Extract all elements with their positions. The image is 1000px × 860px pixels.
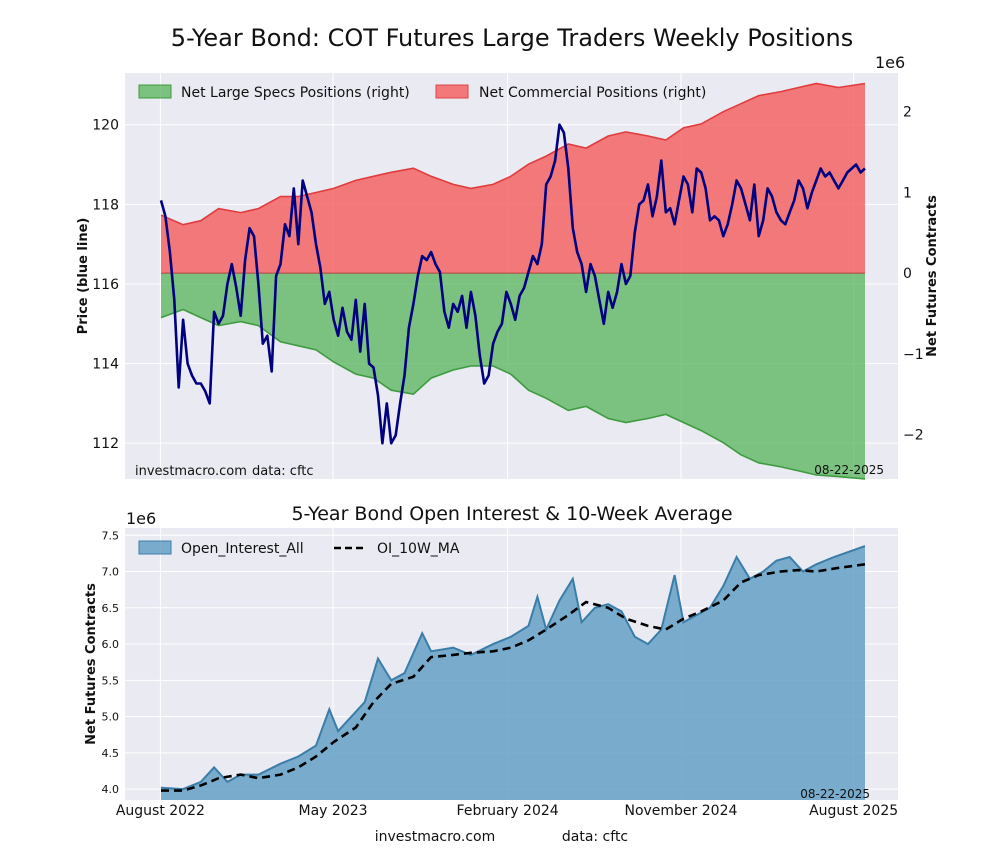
legend-swatch-commercial xyxy=(435,84,469,99)
price-tick-label: 116 xyxy=(92,277,119,293)
date-tick-label: February 2024 xyxy=(457,803,559,819)
open-interest-title: 5-Year Bond Open Interest & 10-Week Aver… xyxy=(291,503,732,525)
legend-label-moving-average: OI_10W_MA xyxy=(377,541,460,557)
date-tick-label: August 2022 xyxy=(116,803,205,819)
open-interest-tick-label: 7.0 xyxy=(102,566,120,579)
price-tick-label: 118 xyxy=(92,197,119,213)
moving-average-layer xyxy=(161,563,866,792)
price-axis-label: Price (blue line) xyxy=(76,218,91,335)
positions-tick-label: 0 xyxy=(903,266,912,282)
positions-legend: Net Large Specs Positions (right) Net Co… xyxy=(138,84,706,101)
open-interest-area xyxy=(161,546,865,800)
chart-title: 5-Year Bond: COT Futures Large Traders W… xyxy=(171,24,853,52)
credit-data-top: data: cftc xyxy=(252,464,314,479)
open-interest-edge xyxy=(160,545,866,791)
open-interest-scale-label: 1e6 xyxy=(126,509,156,528)
open-interest-tick-label: 4.0 xyxy=(102,783,120,796)
date-tick-label: August 2025 xyxy=(809,803,898,819)
open-interest-legend: Open_Interest_All OI_10W_MA xyxy=(138,540,460,557)
positions-tick-label: −1 xyxy=(903,347,924,363)
moving-average-line xyxy=(161,563,866,792)
open-interest-tick-label: 7.5 xyxy=(102,529,120,542)
legend-swatch-open-interest xyxy=(138,540,172,555)
price-tick-label: 112 xyxy=(92,436,119,452)
credit-site-bottom: investmacro.com xyxy=(375,829,495,845)
open-interest-tick-label: 5.0 xyxy=(102,711,120,724)
open-interest-axis-ticks: 4.0 4.5 5.0 5.5 6.0 6.5 7.0 7.5 xyxy=(102,529,120,796)
price-line xyxy=(159,123,866,445)
credit-data-bottom: data: cftc xyxy=(562,829,628,845)
positions-axis-ticks: −2 −1 0 1 2 xyxy=(903,105,924,444)
open-interest-axis-label: Net Futures Contracts xyxy=(84,583,99,745)
net-commercial-edge xyxy=(160,82,866,226)
price-line-layer xyxy=(159,123,866,445)
date-label-top: 08-22-2025 xyxy=(814,463,884,477)
legend-label-specs: Net Large Specs Positions (right) xyxy=(181,85,410,101)
credit-site-top: investmacro.com xyxy=(135,464,247,479)
net-commercial-area xyxy=(161,83,865,274)
date-tick-label: November 2024 xyxy=(624,803,737,819)
price-tick-label: 114 xyxy=(92,357,119,373)
open-interest-tick-label: 6.0 xyxy=(102,638,120,651)
date-axis-ticks: August 2022 May 2023 February 2024 November… xyxy=(116,803,898,819)
positions-tick-label: 2 xyxy=(903,105,912,121)
legend-swatch-specs xyxy=(138,84,172,99)
open-interest-tick-label: 6.5 xyxy=(102,602,120,615)
positions-axis-label: Net Futures Contracts xyxy=(925,195,940,357)
date-label-bottom: 08-22-2025 xyxy=(800,787,870,801)
positions-panel: 112 114 116 118 120 −2 −1 0 1 2 Price (blue line… xyxy=(76,53,940,480)
price-axis-ticks: 112 114 116 118 120 xyxy=(92,118,119,452)
net-large-specs-edge xyxy=(160,308,866,480)
open-interest-panel: 5-Year Bond Open Interest & 10-Week Aver… xyxy=(84,503,898,819)
positions-scale-label: 1e6 xyxy=(875,53,905,72)
positions-tick-label: 1 xyxy=(903,185,912,201)
date-tick-label: May 2023 xyxy=(299,803,368,819)
legend-label-commercial: Net Commercial Positions (right) xyxy=(479,85,706,101)
open-interest-tick-label: 4.5 xyxy=(102,747,120,760)
legend-label-open-interest: Open_Interest_All xyxy=(181,541,304,557)
open-interest-tick-label: 5.5 xyxy=(102,674,120,687)
price-tick-label: 120 xyxy=(92,118,119,134)
open-interest-area-layer xyxy=(160,545,866,800)
positions-tick-label: −2 xyxy=(903,428,924,444)
